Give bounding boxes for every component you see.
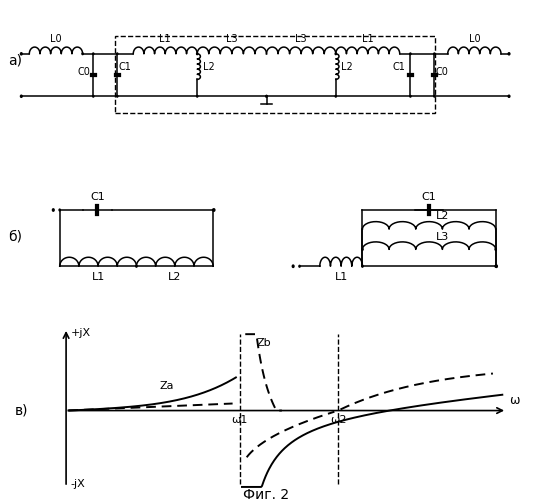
Text: L1: L1 (159, 34, 171, 43)
Text: L2: L2 (435, 212, 449, 222)
Text: C1: C1 (422, 192, 437, 202)
Circle shape (197, 53, 198, 54)
Text: а): а) (8, 54, 22, 68)
Circle shape (410, 53, 411, 54)
Text: ω2: ω2 (330, 415, 346, 425)
Circle shape (93, 96, 94, 97)
Text: Za: Za (160, 381, 174, 391)
Circle shape (495, 248, 496, 250)
Circle shape (434, 53, 435, 54)
Circle shape (434, 96, 435, 97)
Text: L3: L3 (226, 34, 238, 43)
Circle shape (495, 266, 496, 267)
Text: L3: L3 (295, 34, 307, 43)
Bar (115, 36, 435, 113)
Circle shape (213, 209, 214, 211)
Circle shape (335, 53, 336, 54)
Circle shape (117, 96, 118, 97)
Circle shape (136, 266, 137, 267)
Text: L3: L3 (436, 232, 449, 241)
Text: C0: C0 (436, 67, 449, 77)
Text: L2: L2 (341, 62, 353, 72)
Text: ω1: ω1 (231, 415, 248, 425)
Circle shape (59, 209, 60, 211)
Text: L0: L0 (469, 34, 480, 43)
Circle shape (82, 53, 83, 54)
Text: Zb: Zb (256, 338, 271, 348)
Text: C0: C0 (77, 67, 90, 77)
Circle shape (299, 266, 300, 267)
Circle shape (335, 96, 336, 97)
Text: Фиг. 2: Фиг. 2 (244, 488, 289, 500)
Text: L2: L2 (168, 272, 182, 282)
Circle shape (93, 53, 94, 54)
Text: б): б) (8, 229, 22, 244)
Text: L1: L1 (92, 272, 104, 282)
Circle shape (410, 96, 411, 97)
Text: L1: L1 (335, 272, 348, 282)
Text: +jХ: +jХ (71, 328, 91, 338)
Text: C1: C1 (119, 62, 132, 72)
Text: L2: L2 (203, 62, 214, 72)
Circle shape (197, 96, 198, 97)
Circle shape (362, 266, 363, 267)
Circle shape (266, 96, 267, 97)
Text: L1: L1 (362, 34, 374, 43)
Circle shape (362, 248, 363, 250)
Circle shape (266, 96, 267, 97)
Text: в): в) (14, 404, 28, 417)
Text: C1: C1 (90, 192, 104, 202)
Text: ω: ω (510, 394, 520, 407)
Circle shape (117, 53, 118, 54)
Text: C1: C1 (392, 62, 405, 72)
Text: -jХ: -jХ (71, 479, 85, 489)
Text: L0: L0 (50, 34, 62, 43)
